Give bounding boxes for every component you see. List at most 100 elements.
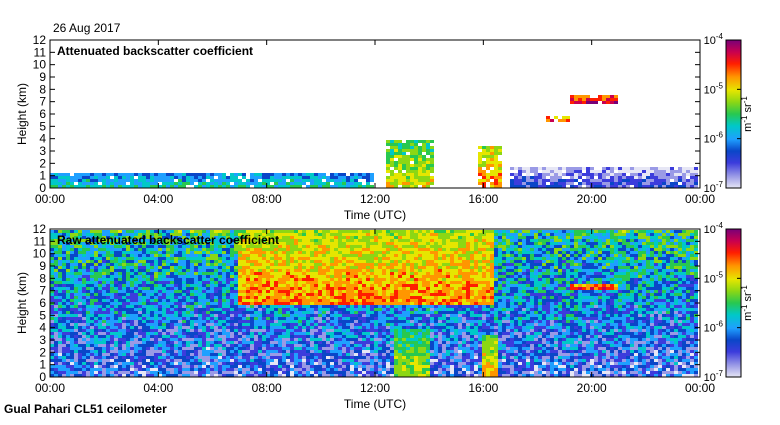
heatmap-cell [226, 314, 230, 317]
heatmap-cell [54, 341, 58, 344]
heatmap-cell [250, 269, 254, 272]
heatmap-cell [58, 290, 62, 293]
heatmap-cell [422, 146, 426, 149]
heatmap-cell [78, 299, 82, 302]
heatmap-cell [58, 335, 62, 338]
heatmap-cell [182, 347, 186, 350]
heatmap-cell [62, 272, 66, 275]
heatmap-cell [346, 302, 350, 305]
heatmap-cell [494, 164, 498, 167]
heatmap-cell [322, 359, 326, 362]
heatmap-cell [346, 326, 350, 329]
heatmap-cell [198, 269, 202, 272]
heatmap-cell [346, 263, 350, 266]
heatmap-cell [190, 269, 194, 272]
heatmap-cell [218, 272, 222, 275]
heatmap-cell [150, 302, 154, 305]
heatmap-cell [334, 269, 338, 272]
heatmap-cell [278, 272, 282, 275]
heatmap-cell [190, 368, 194, 371]
heatmap-cell [322, 269, 326, 272]
heatmap-cell [278, 359, 282, 362]
heatmap-cell [194, 335, 198, 338]
heatmap-cell [670, 176, 674, 179]
heatmap-cell [62, 266, 66, 269]
heatmap-cell [258, 173, 262, 176]
heatmap-cell [86, 257, 90, 260]
heatmap-cell [106, 299, 110, 302]
heatmap-cell [334, 326, 338, 329]
heatmap-cell [398, 173, 402, 176]
heatmap-cell [618, 170, 622, 173]
heatmap-cell [58, 344, 62, 347]
heatmap-cell [346, 239, 350, 242]
heatmap-cell [510, 182, 514, 185]
heatmap-cell [74, 287, 78, 290]
heatmap-cell [338, 293, 342, 296]
heatmap-cell [290, 356, 294, 359]
heatmap-cell [206, 326, 210, 329]
heatmap-cell [290, 272, 294, 275]
heatmap-cell [338, 314, 342, 317]
heatmap-cell [170, 284, 174, 287]
heatmap-cell [174, 338, 178, 341]
heatmap-cell [250, 293, 254, 296]
heatmap-cell [102, 365, 106, 368]
heatmap-cell [62, 293, 66, 296]
heatmap-cell [74, 260, 78, 263]
heatmap-cell [310, 242, 314, 245]
heatmap-cell [158, 326, 162, 329]
heatmap-cell [362, 269, 366, 272]
heatmap-cell [342, 239, 346, 242]
heatmap-cell [138, 284, 142, 287]
heatmap-cell [294, 239, 298, 242]
heatmap-cell [298, 251, 302, 254]
heatmap-cell [358, 260, 362, 263]
heatmap-cell [246, 344, 250, 347]
heatmap-cell [226, 179, 230, 182]
heatmap-cell [206, 173, 210, 176]
heatmap-cell [242, 353, 246, 356]
heatmap-cell [186, 338, 190, 341]
heatmap-cell [70, 179, 74, 182]
heatmap-cell [102, 287, 106, 290]
heatmap-cell [350, 308, 354, 311]
heatmap-cell [354, 230, 358, 233]
heatmap-cell [182, 287, 186, 290]
heatmap-cell [166, 305, 170, 308]
heatmap-cell [110, 257, 114, 260]
heatmap-cell [314, 281, 318, 284]
heatmap-cell [174, 299, 178, 302]
heatmap-cell [386, 140, 390, 143]
heatmap-cell [306, 341, 310, 344]
heatmap-cell [262, 173, 266, 176]
y-tick-label: 12 [33, 33, 47, 47]
heatmap-cell [634, 176, 638, 179]
heatmap-cell [186, 251, 190, 254]
heatmap-cell [114, 311, 118, 314]
heatmap-cell [114, 290, 118, 293]
heatmap-cell [362, 359, 366, 362]
heatmap-cell [674, 176, 678, 179]
heatmap-cell [254, 296, 258, 299]
heatmap-cell [402, 152, 406, 155]
heatmap-cell [414, 176, 418, 179]
heatmap-cell [338, 173, 342, 176]
heatmap-cell [66, 173, 70, 176]
heatmap-cell [298, 311, 302, 314]
heatmap-cell [262, 176, 266, 179]
heatmap-cell [278, 308, 282, 311]
heatmap-cell [318, 320, 322, 323]
heatmap-cell [498, 179, 502, 182]
heatmap-cell [138, 182, 142, 185]
heatmap-cell [186, 308, 190, 311]
heatmap-cell [190, 338, 194, 341]
heatmap-cell [326, 314, 330, 317]
heatmap-cell [58, 296, 62, 299]
heatmap-cell [318, 353, 322, 356]
heatmap-cell [302, 173, 306, 176]
heatmap-cell [150, 326, 154, 329]
heatmap-cell [258, 332, 262, 335]
heatmap-cell [138, 176, 142, 179]
